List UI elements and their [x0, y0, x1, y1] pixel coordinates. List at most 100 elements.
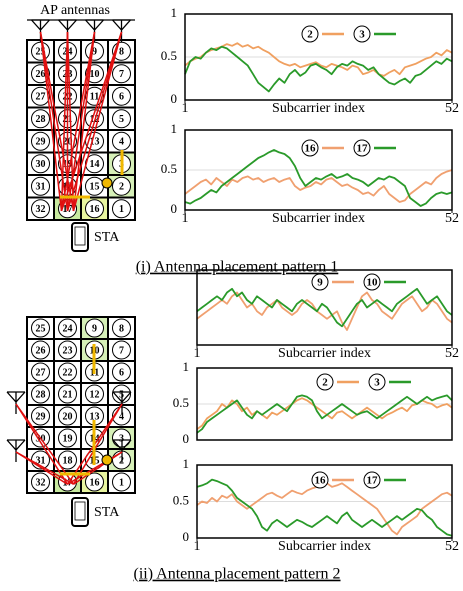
signal-path — [72, 403, 123, 485]
signal-path — [15, 403, 75, 485]
antenna — [31, 19, 50, 42]
cell-circle — [85, 384, 104, 404]
cell-circle — [31, 340, 50, 360]
cell-circle — [58, 450, 77, 470]
cell-label: 14 — [90, 159, 100, 170]
cell-circle — [112, 362, 131, 382]
cell-circle — [31, 199, 50, 219]
cell-label: 28 — [36, 114, 46, 125]
cell-label: 26 — [36, 69, 46, 80]
plot-frame — [196, 269, 453, 346]
cell-circle — [58, 362, 77, 382]
y-tick-label: 0 — [171, 91, 178, 106]
series-line — [196, 478, 453, 537]
x-axis-label: Subcarrier index — [272, 101, 365, 116]
cell-label: 3 — [119, 433, 124, 444]
caption: (i) Antenna placement pattern 1 — [136, 259, 339, 276]
legend-label: 10 — [367, 277, 379, 289]
cell-label: 29 — [36, 137, 46, 148]
x-axis-label: Subcarrier index — [278, 539, 371, 554]
cell-circle — [112, 472, 131, 492]
cell-label: 13 — [90, 137, 100, 148]
series-line — [196, 287, 453, 328]
y-tick-label: 1 — [171, 5, 178, 20]
ap-label: AP antennas — [40, 3, 110, 18]
x-tick-label: 1 — [182, 211, 189, 226]
cell-label: 28 — [36, 389, 46, 400]
cell-circle — [31, 176, 50, 196]
y-tick-label: 0 — [183, 431, 190, 446]
sta-screen — [74, 226, 86, 246]
legend-label: 17 — [367, 475, 379, 487]
cell-label: 23 — [63, 345, 73, 356]
cell-label: 4 — [119, 137, 124, 148]
legend-circle — [363, 273, 381, 291]
antenna — [112, 391, 132, 414]
x-tick-label: 52 — [445, 101, 459, 116]
x-tick-label: 52 — [445, 211, 459, 226]
cell-label: 1 — [119, 477, 124, 488]
antenna — [112, 439, 132, 462]
antenna — [112, 19, 131, 42]
y-tick-label: 0 — [183, 529, 190, 544]
signal-path — [15, 403, 69, 485]
cell-label: 4 — [119, 411, 124, 422]
cell-label: 6 — [119, 367, 124, 378]
cell-label: 11 — [90, 92, 99, 103]
y-tick-label: 0 — [171, 201, 178, 216]
series-line — [196, 291, 453, 331]
cell-circle — [85, 472, 104, 492]
cell-circle — [58, 384, 77, 404]
plot-frame — [184, 129, 453, 211]
cell-circle — [112, 199, 131, 219]
sta-screen — [74, 501, 86, 521]
y-tick-label: 0.5 — [173, 492, 189, 507]
legend-circle — [316, 373, 334, 391]
series-line — [196, 397, 453, 430]
cell-label: 13 — [90, 411, 100, 422]
cell-label: 29 — [36, 411, 46, 422]
cell-label: 19 — [63, 433, 73, 444]
cell-label: 27 — [36, 367, 46, 378]
cell-circle — [31, 384, 50, 404]
person-icon — [101, 177, 113, 189]
cell-circle — [112, 109, 131, 129]
legend-circle — [363, 471, 381, 489]
legend-label: 2 — [322, 377, 328, 389]
legend-label: 9 — [317, 277, 323, 289]
series-line — [196, 394, 453, 434]
cell-label: 32 — [36, 204, 46, 215]
cell-label: 15 — [90, 182, 100, 193]
series-line — [196, 482, 453, 536]
cell-label: 12 — [90, 389, 100, 400]
x-tick-label: 52 — [445, 346, 459, 361]
y-tick-label: 1 — [183, 359, 190, 374]
series-line — [184, 149, 453, 207]
plot-frame — [184, 13, 453, 101]
cell-label: 16 — [90, 477, 100, 488]
cell-label: 27 — [36, 92, 46, 103]
signal-path — [15, 451, 74, 485]
cell-label: 7 — [119, 69, 124, 80]
cell-label: 25 — [36, 47, 46, 58]
person-icon — [101, 454, 113, 466]
signal-path — [60, 31, 96, 212]
legend-circle — [353, 139, 371, 157]
x-tick-label: 52 — [445, 539, 459, 554]
legend-label: 3 — [374, 377, 380, 389]
cell-circle — [31, 406, 50, 426]
cell-circle — [58, 318, 77, 338]
y-tick-label: 0.5 — [161, 161, 177, 176]
cell-label: 26 — [36, 345, 46, 356]
plot-frame — [196, 464, 453, 539]
legend-label: 2 — [307, 29, 313, 41]
legend-circle — [301, 139, 319, 157]
cell-circle — [31, 131, 50, 151]
signal-path — [39, 31, 63, 212]
legend-circle — [368, 373, 386, 391]
cell-label: 32 — [36, 477, 46, 488]
cell-circle — [112, 176, 131, 196]
cell-label: 21 — [63, 389, 73, 400]
legend-label: 17 — [357, 143, 369, 155]
